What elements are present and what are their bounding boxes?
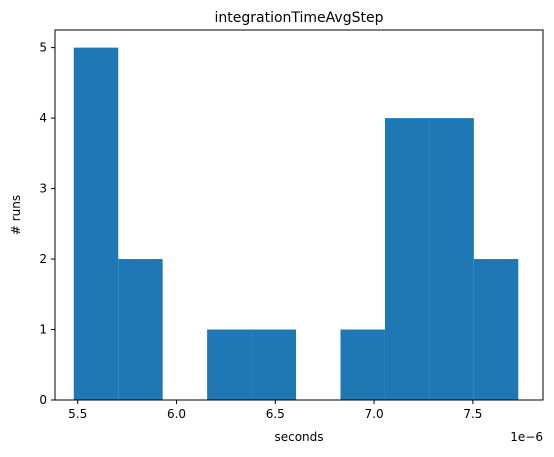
bars-layer [73,47,519,401]
y-tick-label: 3 [39,182,47,196]
histogram-bar [73,47,119,401]
ticks-layer: 5.5 6.0 6.5 7.0 7.5 0 1 2 3 4 5 [39,41,482,421]
x-tick-label: 7.0 [365,407,384,421]
y-tick-label: 5 [39,41,47,55]
histogram-bar [251,329,297,400]
x-tick-label: 6.0 [167,407,186,421]
y-axis-label: # runs [9,195,23,235]
y-tick-label: 4 [39,111,47,125]
chart-title: integrationTimeAvgStep [215,10,384,26]
histogram-bar [207,329,252,400]
x-tick-label: 5.5 [68,407,87,421]
x-axis-offset-label: 1e−6 [510,430,543,444]
plot-frame [54,29,544,401]
y-tick-label: 1 [39,323,47,337]
y-tick-label: 0 [39,393,47,407]
histogram-bar [473,259,519,400]
histogram-bar [118,259,163,400]
histogram-bar [384,118,430,400]
y-tick-label: 2 [39,252,47,266]
histogram-bar [429,118,474,400]
histogram-bar [340,329,385,400]
x-tick-label: 7.5 [463,407,482,421]
x-tick-label: 6.5 [266,407,285,421]
x-axis-label: seconds [274,430,323,444]
